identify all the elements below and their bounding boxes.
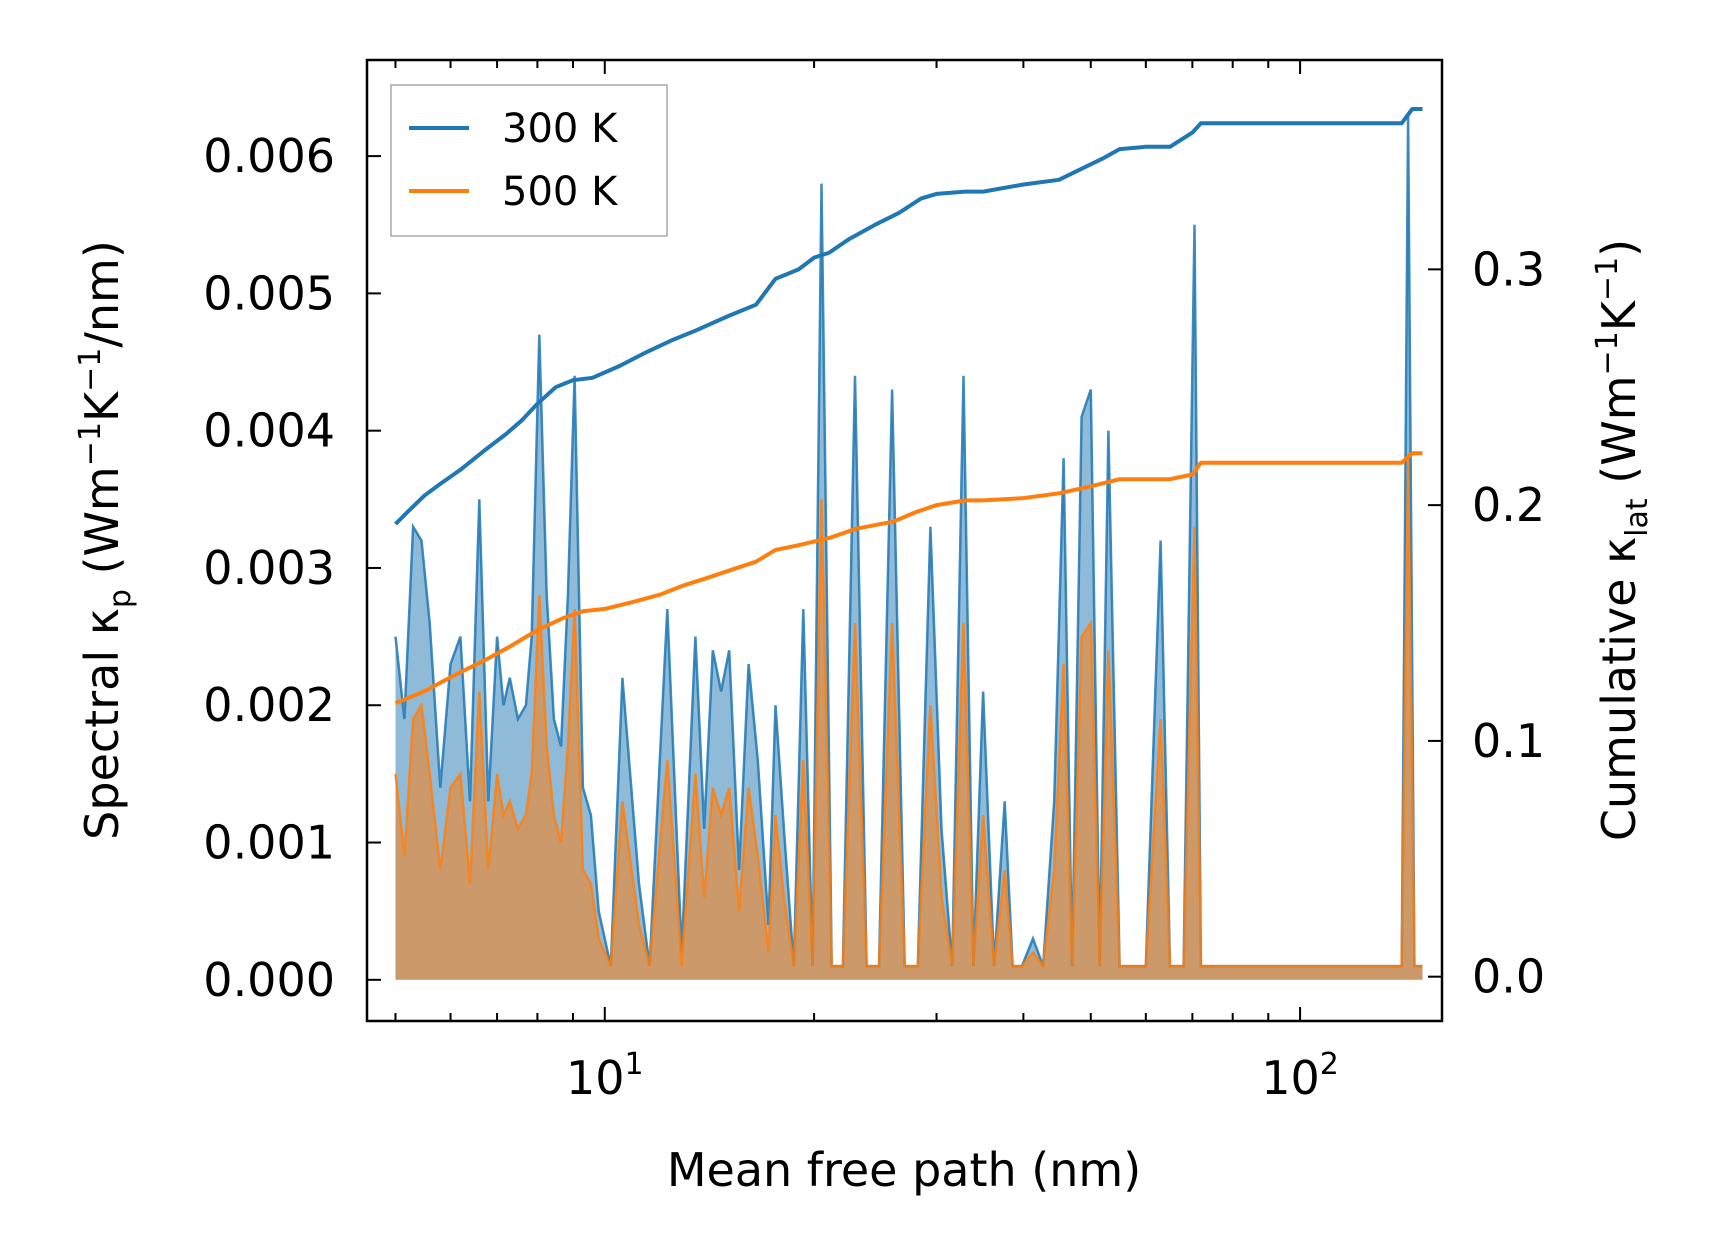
cumulative-line-500k xyxy=(394,451,1423,706)
x-axis-title: Mean free path (nm) xyxy=(667,1143,1141,1197)
y-axis-title-left: Spectral κp (Wm−1K−1/nm) xyxy=(73,240,138,840)
legend: 300 K 500 K xyxy=(390,84,668,237)
y-left-tick-label: 0.006 xyxy=(203,129,335,183)
legend-box xyxy=(390,84,668,237)
y-left-ticks: 0.000 0.001 0.002 0.003 0.004 0.005 0.006 xyxy=(203,129,381,1007)
legend-label-500k: 500 K xyxy=(502,169,619,215)
y-right-tick-label: 0.3 xyxy=(1472,242,1545,296)
x-tick-label: 101 xyxy=(566,1047,644,1105)
y-left-tick-label: 0.005 xyxy=(203,266,335,320)
y-left-tick-label: 0.001 xyxy=(203,816,335,870)
spectral-lines xyxy=(394,114,1423,970)
spectral-fills xyxy=(395,114,1423,980)
spectral-line-300k xyxy=(394,114,1423,968)
y-left-tick-label: 0.000 xyxy=(203,953,335,1007)
legend-label-300k: 300 K xyxy=(502,106,619,152)
y-left-tick-label: 0.004 xyxy=(203,404,335,458)
cumulative-line-300k xyxy=(394,107,1423,526)
y-right-tick-label: 0.0 xyxy=(1472,950,1545,1004)
y-left-tick-label: 0.002 xyxy=(203,678,335,732)
y-right-ticks: 0.0 0.1 0.2 0.3 xyxy=(1428,242,1545,1004)
y-right-tick-label: 0.2 xyxy=(1472,478,1545,532)
y-left-tick-label: 0.003 xyxy=(203,541,335,595)
spectral-line-500k xyxy=(394,458,1423,970)
y-axis-title-right: Cumulative κlat (Wm−1K−1) xyxy=(1590,239,1655,841)
y-right-tick-label: 0.1 xyxy=(1472,714,1545,768)
x-ticks: 101 102 xyxy=(394,60,1339,1105)
spectral-fill-500k xyxy=(395,458,1423,980)
cumulative-lines xyxy=(394,107,1423,706)
plot-frame xyxy=(365,58,1444,1023)
x-tick-label: 102 xyxy=(1261,1047,1339,1105)
